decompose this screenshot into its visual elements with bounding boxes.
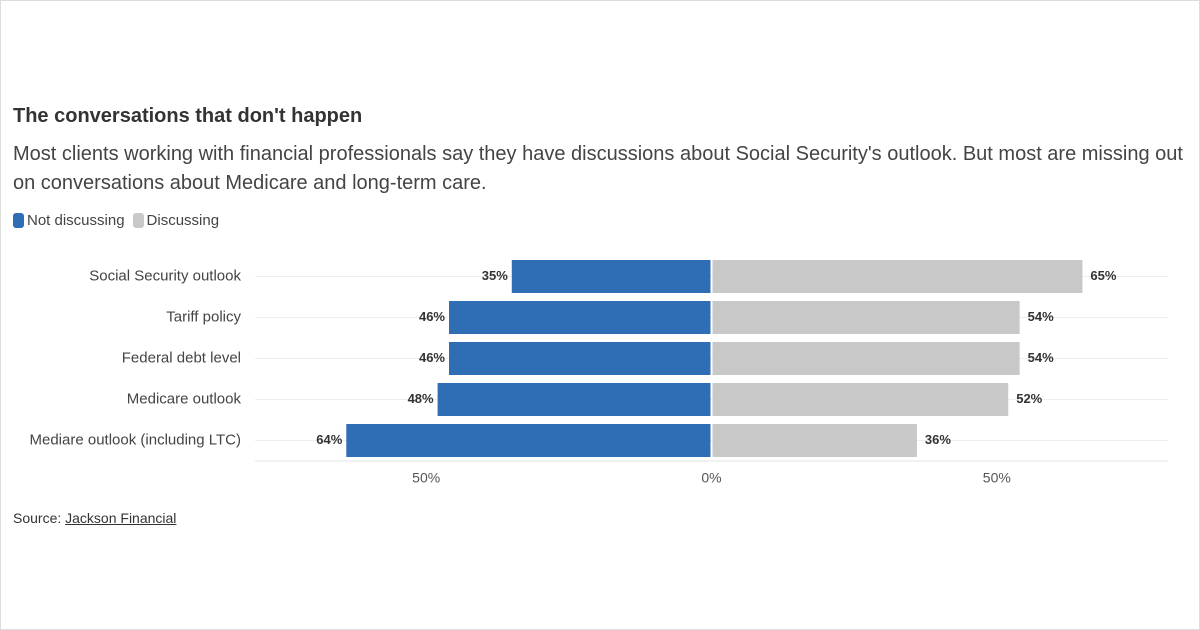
source-link[interactable]: Jackson Financial <box>65 510 177 526</box>
y-tick-label: Social Security outlook <box>89 267 241 284</box>
y-tick-label: Federal debt level <box>122 349 241 366</box>
bar <box>712 301 1020 334</box>
x-tick-label: 50% <box>983 470 1011 486</box>
legend-swatch <box>132 213 144 228</box>
chart-subtitle: Most clients working with financial prof… <box>13 143 1183 194</box>
bar <box>511 260 711 293</box>
legend-label: Not discussing <box>27 212 125 229</box>
legend-item: Discussing <box>132 212 220 229</box>
legend: Not discussing Discussing <box>13 212 219 229</box>
value-label: 36% <box>925 432 951 447</box>
bar <box>712 260 1083 293</box>
legend-swatch <box>13 213 24 228</box>
value-label: 65% <box>1090 268 1116 283</box>
bar <box>449 301 711 334</box>
y-tick-label: Mediare outlook (including LTC) <box>30 431 242 448</box>
y-tick-label: Tariff policy <box>166 308 241 325</box>
value-label: 54% <box>1028 309 1054 324</box>
value-label: 54% <box>1028 350 1054 365</box>
y-tick-label: Medicare outlook <box>127 390 242 407</box>
value-label: 64% <box>316 432 342 447</box>
legend-item: Not discussing <box>13 212 125 229</box>
value-label: 46% <box>419 350 445 365</box>
x-tick-label: 0% <box>701 470 721 486</box>
bar <box>712 424 917 457</box>
x-tick-label: 50% <box>412 470 440 486</box>
bar <box>437 383 711 416</box>
bar <box>449 342 711 375</box>
bar <box>346 424 711 457</box>
bar <box>712 342 1020 375</box>
legend-label: Discussing <box>146 212 220 229</box>
value-label: 35% <box>482 268 508 283</box>
bar <box>712 383 1009 416</box>
value-label: 52% <box>1016 391 1042 406</box>
chart-title: The conversations that don't happen <box>13 105 363 127</box>
source: Source: Jackson Financial <box>13 510 176 526</box>
value-label: 48% <box>408 391 434 406</box>
source-label: Source: <box>13 510 62 526</box>
value-label: 46% <box>419 309 445 324</box>
